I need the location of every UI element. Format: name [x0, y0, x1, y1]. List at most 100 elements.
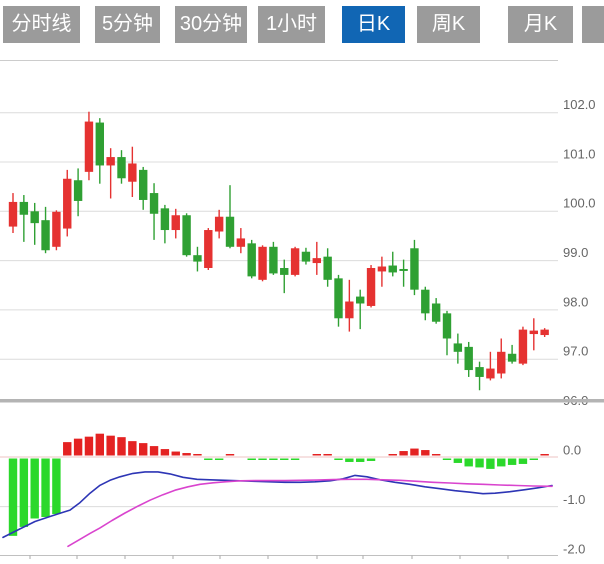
- macd-bar: [290, 458, 300, 460]
- tab-30min[interactable]: 30分钟: [175, 6, 247, 43]
- candle-body: [280, 267, 289, 275]
- candle: [529, 318, 538, 351]
- macd-bar: [388, 454, 397, 456]
- macd-bar: [475, 458, 484, 468]
- y-axis-label: 100.0: [563, 196, 596, 211]
- candle-body: [388, 265, 397, 273]
- candle-body: [518, 329, 528, 364]
- candle: [139, 166, 148, 210]
- candle: [30, 202, 39, 245]
- candle-body: [106, 157, 115, 166]
- macd-bar: [171, 451, 180, 456]
- y-axis-label: 0.0: [563, 442, 581, 457]
- macd-bar: [540, 454, 549, 456]
- tab-monthly-k[interactable]: 月K: [508, 6, 573, 43]
- candle: [334, 274, 343, 327]
- candle-body: [160, 208, 170, 231]
- y-axis-label: -2.0: [563, 542, 585, 557]
- macd-bar: [280, 458, 289, 460]
- candle: [486, 351, 495, 381]
- macd-bar: [323, 454, 332, 456]
- candle: [41, 206, 50, 254]
- macd-bar: [30, 458, 39, 519]
- candle: [507, 344, 517, 364]
- candle-body: [312, 258, 321, 264]
- candle: [377, 256, 387, 287]
- macd-bar: [356, 458, 365, 462]
- candle-body: [269, 246, 278, 274]
- candle: [399, 259, 408, 287]
- candle: [497, 338, 506, 379]
- candle-body: [214, 216, 224, 232]
- tab-time-share[interactable]: 分时线: [3, 6, 80, 43]
- y-axis-label: 101.0: [563, 146, 596, 161]
- tab-daily-k[interactable]: 日K: [342, 6, 405, 43]
- candle-body: [345, 301, 354, 319]
- candle-body: [236, 238, 246, 247]
- dea-line: [67, 478, 553, 548]
- macd-bar: [106, 435, 115, 456]
- macd-bar: [160, 449, 170, 456]
- candle: [442, 310, 452, 356]
- candle: [182, 213, 191, 257]
- candle: [356, 289, 365, 330]
- macd-bar: [95, 433, 104, 456]
- macd-bar: [507, 458, 517, 465]
- candle-body: [139, 169, 148, 200]
- candle: [301, 247, 311, 265]
- macd-bar: [399, 451, 408, 456]
- candle: [366, 265, 376, 308]
- candle: [84, 111, 94, 181]
- macd-bar: [258, 458, 267, 460]
- candle: [225, 185, 235, 249]
- macd-bar: [52, 458, 61, 515]
- tab-5min[interactable]: 5分钟: [95, 6, 160, 43]
- macd-bar: [366, 458, 376, 461]
- dif-line: [2, 471, 553, 539]
- macd-bar: [247, 458, 256, 460]
- macd-bar: [486, 458, 495, 469]
- y-axis-label: 97.0: [563, 344, 588, 359]
- candle: [160, 204, 170, 244]
- candle-body: [84, 121, 94, 172]
- candle-body: [507, 353, 517, 362]
- candle-body: [41, 220, 50, 251]
- candle: [193, 246, 202, 272]
- candle: [128, 146, 137, 198]
- candle-body: [464, 346, 473, 371]
- macd-bar: [204, 458, 213, 460]
- candle-body: [540, 329, 549, 336]
- macd-bar: [453, 458, 463, 463]
- candle: [117, 150, 126, 184]
- candle-body: [453, 343, 463, 352]
- candle-body: [19, 201, 29, 215]
- candle-body: [63, 178, 72, 229]
- candle-body: [410, 248, 419, 290]
- tab-weekly-k[interactable]: 周K: [417, 6, 480, 43]
- tab-cutoff[interactable]: [582, 6, 604, 43]
- candle-body: [128, 163, 137, 182]
- candle: [95, 118, 104, 184]
- candle-body: [73, 180, 83, 201]
- macd-bar: [421, 450, 430, 456]
- candle: [247, 239, 256, 279]
- macd-axis-labels: 0.0 -1.0 -2.0: [563, 442, 585, 556]
- macd-bar: [19, 458, 29, 527]
- candle-body: [497, 351, 506, 374]
- macd-bar: [149, 446, 159, 456]
- candle: [453, 333, 463, 364]
- candle: [8, 193, 18, 233]
- candle: [106, 148, 115, 199]
- macd-bar: [464, 458, 473, 467]
- macd-bar: [431, 454, 441, 456]
- tab-1hour[interactable]: 1小时: [258, 6, 325, 43]
- candle-body: [475, 367, 484, 377]
- macd-bar: [84, 436, 94, 456]
- candle-body: [117, 157, 126, 179]
- candle-body: [377, 266, 387, 272]
- candle-body: [334, 278, 343, 319]
- macd-bar: [193, 454, 202, 456]
- macd-bar: [41, 458, 50, 518]
